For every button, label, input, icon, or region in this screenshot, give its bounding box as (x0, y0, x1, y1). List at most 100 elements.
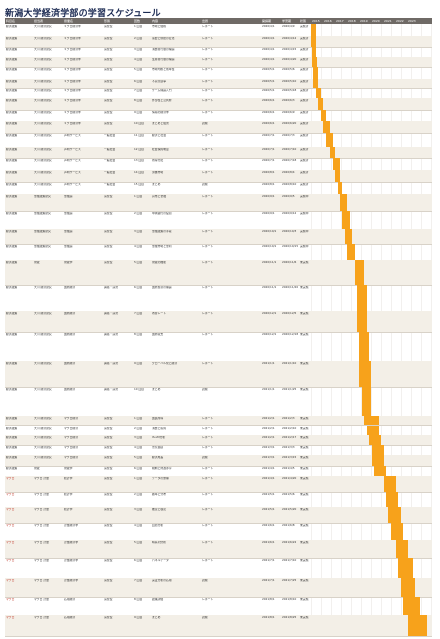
table-cell: 演習型 (104, 523, 113, 527)
table-cell: 大川 経済研究 (34, 36, 52, 40)
table-row: マクロ マクロ 計量 計量経済学 演習型 4 回目 回帰分析 レポート 2021/6/1 202… (5, 522, 432, 542)
table-cell: 実施済 (300, 36, 309, 40)
page-title: 新潟大学経済学部の学習スケジュール (5, 9, 161, 19)
table-cell: マクロ (6, 508, 15, 512)
table-cell: 統計学 (64, 492, 73, 496)
table-cell: レポート (202, 67, 214, 71)
table-cell: 8 回目 (134, 598, 143, 602)
table-cell: 声明サービス (64, 147, 81, 151)
table-cell: マクロ経済 (64, 455, 78, 459)
table-cell: 2020/12/5 (282, 311, 297, 315)
table-cell: グローバル化と経済 (152, 362, 178, 366)
table-cell: 2 回目 (134, 426, 143, 430)
gantt-bar (318, 98, 324, 110)
table-cell: 実施済 (300, 25, 309, 28)
table-cell: 演習型 (104, 245, 113, 249)
table-cell: マクロ 計量 (34, 477, 49, 481)
column-header: 2022 (396, 19, 404, 23)
table-cell: 演習型 (104, 445, 113, 449)
table-cell: マクロ (6, 492, 15, 496)
table-cell: マクロ 計量 (34, 578, 49, 582)
gantt-bar (400, 577, 416, 597)
table-row: 経済政策 大川 経済研究 マクロ経済 演習型 5 回目 経済成長 試験 2021/3/1 202… (5, 454, 432, 468)
table-cell: 2021/1/1 (262, 362, 275, 366)
gantt-bar (356, 285, 367, 311)
table-cell: 演習型 (104, 416, 113, 420)
table-cell: レポート (202, 134, 214, 138)
table-cell: 演習型 (104, 467, 113, 471)
table-cell: 経済成長 (152, 455, 164, 459)
table-cell: 3 回目 (134, 229, 143, 233)
table-cell: 演習型 (104, 578, 113, 582)
table-cell: 2020/7/1 (262, 134, 275, 138)
table-cell: 未実施 (300, 455, 309, 459)
table-cell: 大川 経済研究 (34, 426, 52, 430)
column-header: 2020 (372, 19, 380, 23)
table-cell: 2021/2/1 (262, 426, 275, 430)
table-cell: 演習型 (104, 559, 113, 563)
table-cell: 7 回目 (134, 89, 143, 93)
gantt-bar (320, 109, 326, 122)
column-header: 2017 (336, 19, 344, 23)
table-cell: 未実施 (300, 559, 309, 563)
table-cell: 経済政策 (6, 416, 18, 420)
table-cell: 経済政策 (6, 467, 18, 471)
table-cell: 経済政策 (6, 110, 18, 114)
gantt-bar (325, 133, 333, 147)
table-cell: 2021/7/1 (262, 559, 275, 563)
gantt-bar (388, 507, 401, 523)
table-cell: レポート (202, 492, 214, 496)
table-cell: 7 回目 (134, 311, 143, 315)
table-cell: 大川 経済研究 (34, 99, 52, 103)
table-cell: ミクロ経済学 (64, 58, 81, 62)
table-cell: 大川 経済研究 (34, 171, 52, 175)
table-cell: 実施中 (300, 245, 309, 249)
table-cell: 5 回目 (134, 260, 143, 264)
table-cell: 2020/5/6 (282, 67, 295, 71)
table-cell: 不完全競争 (152, 79, 166, 83)
table-cell: 経済政策 (6, 147, 18, 151)
table-cell: 2020/5/10 (282, 79, 297, 83)
table-cell: 2020/10/3 (282, 229, 297, 233)
table-cell: 大川 経済研究 (34, 25, 52, 28)
table-cell: マクロ 計量 (34, 615, 49, 619)
table-cell: 大川 経済研究 (34, 362, 52, 366)
table-cell: マクロ経済 (64, 426, 78, 430)
table-cell: レポート (202, 159, 214, 163)
table-cell: 試験 (202, 578, 208, 582)
table-cell: 経済政策 (6, 311, 18, 315)
table-cell: 統計学 (64, 508, 73, 512)
column-header: 2015 (312, 19, 320, 23)
table-cell: レポート (202, 362, 214, 366)
table-cell: 2020/10/15 (282, 245, 298, 249)
gantt-bar (364, 415, 379, 426)
table-cell: 演習型 (104, 492, 113, 496)
table-cell: レポート (202, 559, 214, 563)
table-cell: 試験 (202, 122, 208, 126)
table-cell: 6 回目 (134, 286, 143, 290)
table-cell: 2021/2/1 (262, 436, 275, 440)
table-cell: レポート (202, 426, 214, 430)
table-cell: 大川 経済研究 (34, 182, 52, 186)
gantt-bar (344, 228, 353, 245)
gantt-bar (407, 614, 428, 636)
table-row: 経済政策 大川 経済研究 国際経済 講義・演習 9 回目 グローバル化と経済 レポート 202… (5, 361, 432, 388)
table-cell: 5 回目 (134, 67, 143, 71)
table-cell: 2020/4/12 (282, 36, 297, 40)
table-cell: 実施済 (300, 134, 309, 138)
table-cell: 2021/4/1 (262, 477, 275, 481)
table-cell: 金融論 (64, 194, 73, 198)
table-cell: 国際収支 (152, 332, 164, 336)
table-cell: マクロ 計量 (34, 523, 49, 527)
table-cell: 2021/2/17 (282, 436, 297, 440)
table-cell: 演習型 (104, 110, 113, 114)
table-cell: 一般社会 (104, 134, 116, 138)
table-cell: 2020/8/4 (282, 171, 295, 175)
table-cell: 11 回目 (134, 134, 145, 138)
table-cell: 2020/8/1 (262, 182, 275, 186)
table-cell: ミクロ経済学 (64, 99, 81, 103)
table-row: マクロ マクロ 計量 計量経済学 演習型 7 回目 実証分析の応用 試験 2021/7/1 20… (5, 577, 432, 598)
table-row: 経済政策 大川 経済研究 ミクロ経済学 演習型 6 回目 不完全競争 レポート 2020/5/… (5, 78, 432, 90)
table-cell: 大川 経済研究 (34, 286, 52, 290)
table-cell: 2021/7/25 (282, 578, 297, 582)
